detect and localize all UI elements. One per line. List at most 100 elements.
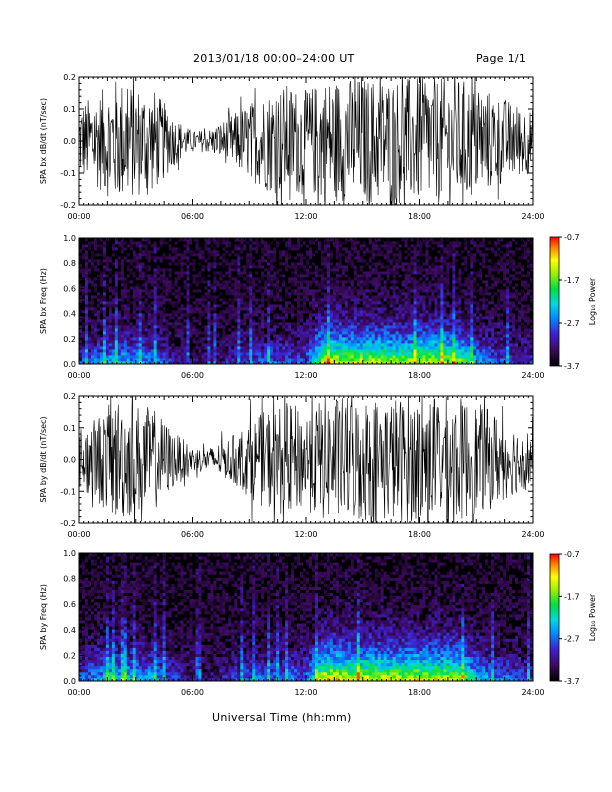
spectrogram-cell bbox=[162, 298, 167, 302]
spectrogram-cell bbox=[317, 316, 322, 320]
spectrogram-cell bbox=[294, 343, 298, 347]
spectrogram-cell bbox=[407, 247, 411, 251]
spectrogram-cell bbox=[252, 322, 256, 326]
spectrogram-cell bbox=[81, 340, 86, 344]
spectrogram-cell bbox=[398, 298, 402, 302]
spectrogram-cell bbox=[153, 277, 158, 281]
spectrogram-cell bbox=[147, 331, 152, 335]
spectrogram-cell bbox=[249, 283, 253, 287]
spectrogram-cell bbox=[180, 349, 184, 353]
spectrogram-cell bbox=[300, 292, 304, 296]
spectrogram-cell bbox=[198, 325, 202, 329]
spectrogram-cell bbox=[210, 292, 214, 296]
spectrogram-cell bbox=[150, 331, 155, 335]
spectrogram-cell bbox=[123, 298, 128, 302]
spectrogram-cell bbox=[386, 292, 391, 296]
spectrogram-cell bbox=[177, 310, 181, 314]
spectrogram-cell bbox=[150, 319, 155, 323]
spectrogram-cell bbox=[279, 307, 283, 311]
spectrogram-cell bbox=[156, 307, 161, 311]
spectrogram-cell bbox=[344, 349, 349, 353]
spectrogram-cell bbox=[285, 241, 289, 245]
spectrogram-cell bbox=[383, 301, 388, 305]
spectrogram-cell bbox=[189, 331, 193, 335]
spectrogram-cell bbox=[335, 301, 340, 305]
spectrogram-cell bbox=[150, 241, 155, 245]
spectrogram-cell bbox=[162, 310, 167, 314]
spectrogram-cell bbox=[141, 244, 146, 248]
spectrogram-cell bbox=[282, 247, 286, 251]
spectrogram-cell bbox=[300, 340, 304, 344]
spectrogram-cell bbox=[159, 241, 164, 245]
spectrogram-cell bbox=[374, 361, 379, 364]
spectrogram-cell bbox=[204, 325, 208, 329]
spectrogram-cell bbox=[377, 310, 382, 314]
spectrogram-cell bbox=[282, 337, 286, 341]
spectrogram-cell bbox=[120, 250, 125, 254]
spectrogram-cell bbox=[308, 310, 313, 314]
spectrogram-cell bbox=[306, 238, 310, 242]
spectrogram-cell bbox=[201, 262, 205, 266]
spectrogram-cell bbox=[413, 304, 417, 308]
spectrogram-cell bbox=[267, 286, 271, 290]
spectrogram-cell bbox=[165, 247, 170, 251]
spectrogram-cell bbox=[79, 271, 83, 275]
spectrogram-cell bbox=[168, 316, 172, 320]
spectrogram-cell bbox=[153, 331, 158, 335]
spectrogram-cell bbox=[365, 301, 370, 305]
spectrogram-cell bbox=[189, 316, 193, 320]
spectrogram-cell bbox=[344, 277, 349, 281]
spectrogram-cell bbox=[147, 274, 152, 278]
spectrogram-cell bbox=[386, 316, 391, 320]
spectrogram-cell bbox=[219, 316, 223, 320]
spectrogram-cell bbox=[81, 247, 86, 251]
spectrogram-cell bbox=[150, 349, 155, 353]
spectrogram-cell bbox=[111, 346, 116, 350]
spectrogram-cell bbox=[294, 298, 298, 302]
spectrogram-cell bbox=[138, 277, 143, 281]
spectrogram-cell bbox=[279, 238, 283, 242]
spectrogram-cell bbox=[386, 328, 391, 332]
spectrogram-cell bbox=[285, 298, 289, 302]
spectrogram-cell bbox=[317, 280, 322, 284]
spectrogram-cell bbox=[117, 343, 122, 347]
spectrogram-cell bbox=[273, 316, 277, 320]
spectrogram-cell bbox=[105, 265, 110, 269]
spectrogram-cell bbox=[168, 304, 172, 308]
spectrogram-cell bbox=[341, 310, 346, 314]
spectrogram-cell bbox=[288, 340, 292, 344]
spectrogram-cell bbox=[228, 319, 232, 323]
spectrogram-cell bbox=[111, 340, 116, 344]
x-tick-label: 18:00 bbox=[408, 212, 431, 221]
spectrogram-cell bbox=[335, 343, 340, 347]
spectrogram-cell bbox=[216, 259, 220, 263]
spectrogram-cell bbox=[213, 343, 217, 347]
spectrogram-cell bbox=[300, 352, 304, 356]
spectrogram-cell bbox=[171, 289, 175, 293]
spectrogram-cell bbox=[204, 289, 208, 293]
spectrogram-cell bbox=[138, 343, 143, 347]
spectrogram-cell bbox=[380, 352, 385, 356]
spectrogram-cell bbox=[329, 334, 334, 338]
spectrogram-cell bbox=[207, 343, 211, 347]
spectrogram-cell bbox=[222, 295, 226, 299]
spectrogram-cell bbox=[192, 358, 196, 362]
spectrogram-cell bbox=[398, 358, 402, 362]
spectrogram-cell bbox=[93, 343, 98, 347]
spectrogram-cell bbox=[198, 319, 202, 323]
spectrogram-cell bbox=[144, 295, 149, 299]
spectrogram-cell bbox=[114, 280, 119, 284]
spectrogram-cell bbox=[359, 301, 364, 305]
spectrogram-cell bbox=[326, 250, 331, 254]
spectrogram-cell bbox=[162, 247, 167, 251]
spectrogram-cell bbox=[87, 292, 92, 296]
y-tick-label: 0.2 bbox=[63, 73, 76, 82]
spectrogram-cell bbox=[383, 352, 388, 356]
spectrogram-cell bbox=[156, 328, 161, 332]
spectrogram-cell bbox=[380, 265, 385, 269]
spectrogram-cell bbox=[311, 334, 316, 338]
spectrogram-cell bbox=[195, 307, 199, 311]
spectrogram-cell bbox=[102, 247, 107, 251]
spectrogram-cell bbox=[174, 262, 178, 266]
spectrogram-cell bbox=[147, 337, 152, 341]
